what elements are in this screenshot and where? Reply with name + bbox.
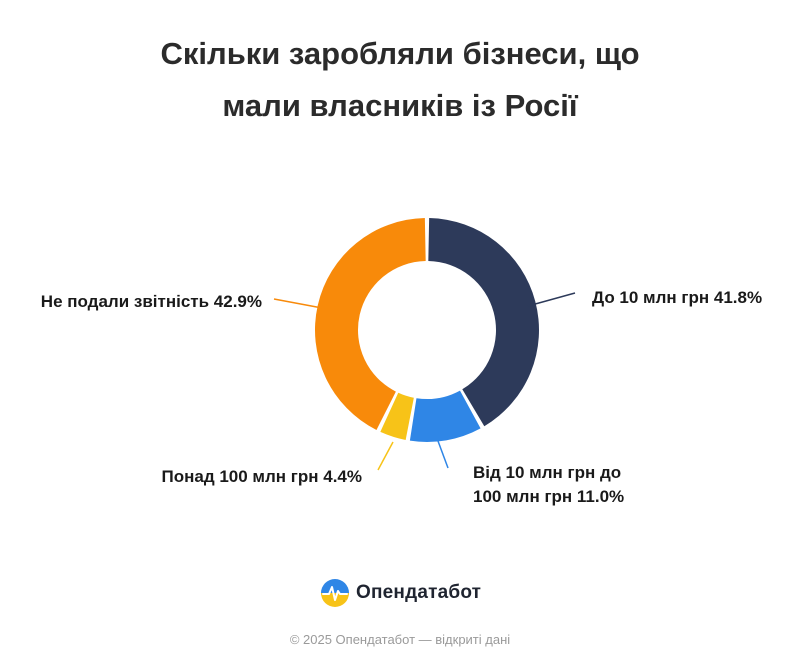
slice-label-3-line-1: Понад 100 млн грн 4.4% [162,467,363,486]
chart-title-line-1: Скільки заробляли бізнеси, що [160,36,640,71]
leader-line-2 [437,440,449,469]
chart-title: Скільки заробляли бізнеси, що мали власн… [0,28,800,132]
chart-title-line-2: мали власників із Росії [222,88,578,123]
donut-slice-4 [314,218,426,430]
leader-line-1 [527,292,576,307]
slice-label-2-line-2: 100 млн грн 11.0% [473,487,624,506]
slice-label-1-line-1: До 10 млн грн 41.8% [592,288,762,307]
donut-slice-2 [409,390,481,443]
leader-line-4 [273,298,323,309]
donut-slice-1 [428,218,539,427]
slice-label-4-line-1: Не подали звітність 42.9% [41,292,262,311]
leader-line-3 [377,441,394,471]
brand-name: Опендатабот [356,582,482,603]
opendatabot-logo-icon [321,579,349,607]
footer-copyright: © 2025 Опендатабот — відкриті дані [289,632,511,647]
brand-logo: Опендатабот [320,578,481,608]
donut-slice-3 [380,392,414,440]
slice-label-2-line-1: Від 10 млн грн до [473,463,621,482]
